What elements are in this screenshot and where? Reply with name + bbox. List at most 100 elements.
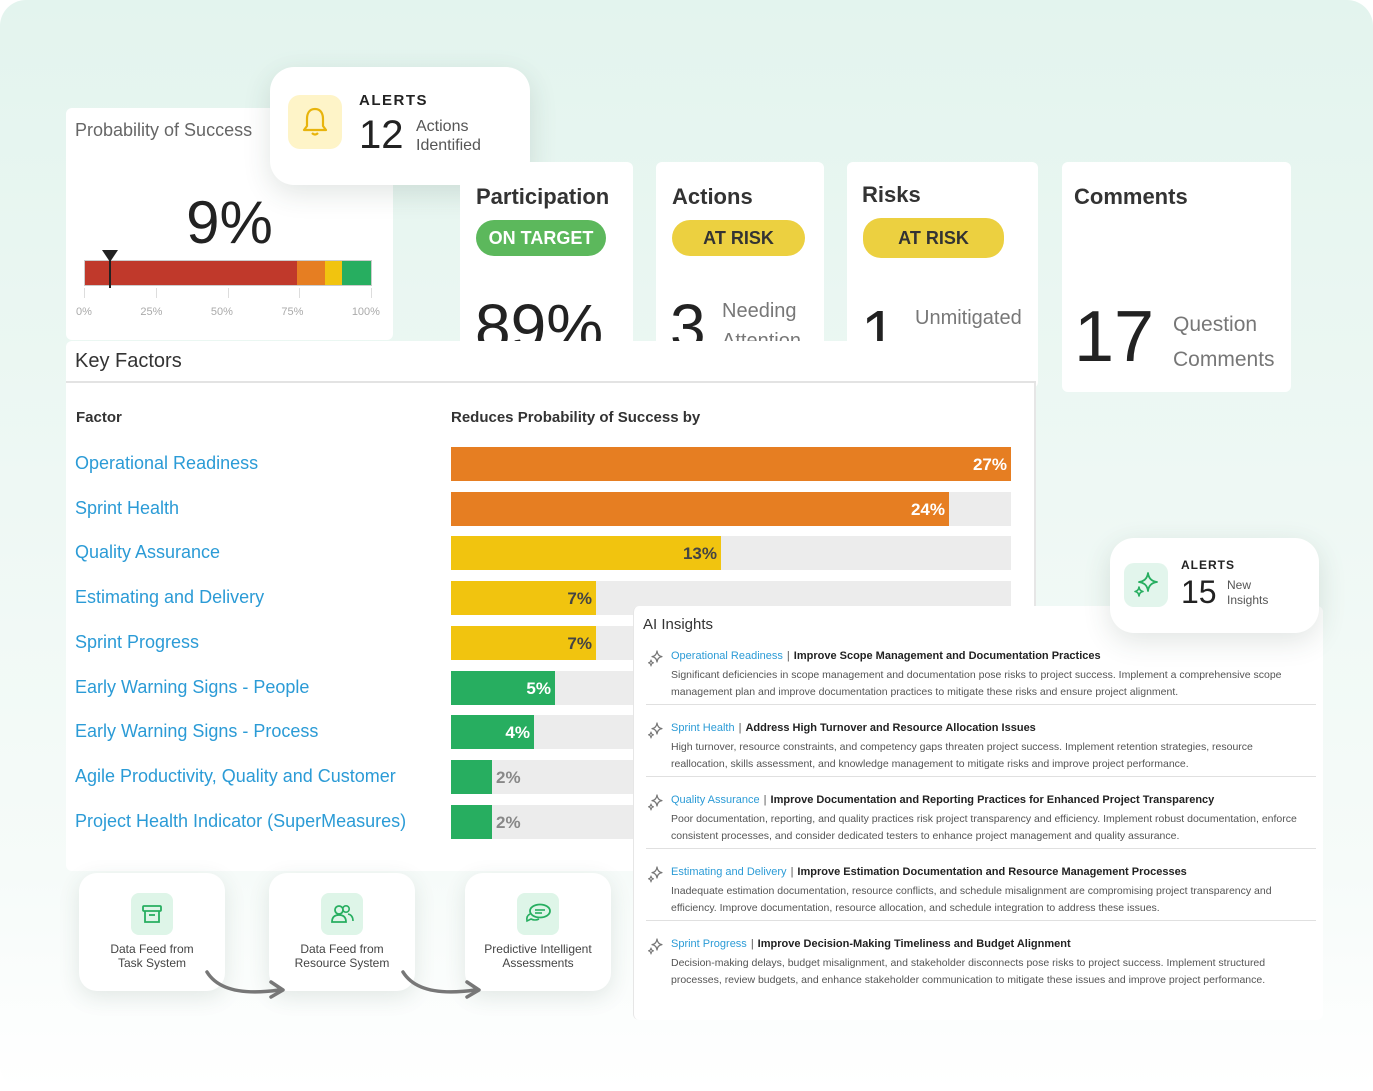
- flow-label: Data Feed from Task System: [110, 942, 194, 970]
- probability-title: Probability of Success: [75, 120, 253, 140]
- actions-status-badge: AT RISK: [672, 220, 805, 256]
- insight-header: Sprint Progress | Improve Decision-Making …: [671, 938, 1071, 950]
- alerts-insights-card[interactable]: ALERTS 15 New Insights: [1110, 538, 1319, 633]
- alerts-count: 12: [359, 113, 404, 157]
- alerts-label: ALERTS: [359, 92, 428, 109]
- sparkle-icon: [646, 650, 664, 673]
- factor-bar-fill: [451, 625, 596, 660]
- flow-card-resource-system[interactable]: Data Feed from Resource System: [269, 873, 415, 991]
- factor-name-link[interactable]: Sprint Health: [75, 497, 180, 518]
- insight-category-link[interactable]: Sprint Progress: [671, 938, 747, 950]
- insight-category-link[interactable]: Estimating and Delivery: [671, 866, 787, 878]
- insight-body: Inadequate estimation documentation, res…: [671, 885, 1272, 914]
- archive-box-icon: [131, 893, 173, 935]
- factor-value-label: 7%: [567, 589, 592, 609]
- factor-column-header: Factor: [76, 409, 122, 426]
- ai-insights-title: AI Insights: [643, 616, 714, 633]
- factor-bar-fill: [451, 759, 492, 794]
- factor-bar-fill: [451, 447, 1011, 481]
- insight-title: Improve Scope Management and Documentati…: [793, 650, 1101, 662]
- insight-header: Operational Readiness | Improve Scope Mana…: [671, 650, 1101, 662]
- insight-body: Poor documentation, reporting, and quali…: [671, 813, 1297, 842]
- insight-body: Significant deficiencies in scope manage…: [671, 669, 1282, 698]
- flow-label: Data Feed from Resource System: [294, 942, 390, 970]
- alerts-subtext: New Insights: [1227, 578, 1269, 607]
- factor-value-label: 13%: [682, 544, 717, 564]
- factor-row[interactable]: Operational Readiness 27%: [66, 447, 1036, 481]
- flow-label: Predictive Intelligent Assessments: [484, 942, 592, 970]
- factor-name-link[interactable]: Operational Readiness: [75, 453, 259, 473]
- factor-name-link[interactable]: Quality Assurance: [75, 542, 221, 563]
- comments-title: Comments: [1074, 184, 1188, 209]
- insight-title: Improve Estimation Documentation and Res…: [797, 866, 1187, 878]
- alerts-count: 15: [1181, 574, 1217, 610]
- probability-value: 9%: [186, 189, 273, 256]
- factor-bar-fill: [451, 491, 949, 526]
- gauge-ticks: 0% 25% 50% 75% 100%: [76, 306, 380, 318]
- factor-value-label: 5%: [526, 678, 551, 698]
- insight-divider: [646, 848, 1316, 849]
- insight-title: Address High Turnover and Resource Alloc…: [745, 722, 1036, 734]
- factor-value-label: 2%: [496, 767, 521, 787]
- factor-bar-fill: [451, 670, 555, 705]
- factor-value-label: 27%: [972, 455, 1007, 474]
- factor-bar-fill: [451, 536, 721, 571]
- factor-bar-track: 27%: [451, 447, 1011, 481]
- sparkle-icon: [646, 866, 664, 889]
- ai-insights-panel: AI Insights Operational Readiness | Improv…: [633, 606, 1323, 1020]
- gauge-marker: [102, 250, 118, 262]
- factor-bar-fill: [451, 715, 534, 750]
- factor-name-link[interactable]: Sprint Progress: [75, 631, 200, 652]
- sparkle-icon: [646, 794, 664, 817]
- factor-name-link[interactable]: Early Warning Signs - People: [75, 676, 310, 697]
- reduces-column-header: Reduces Probability of Success by: [451, 409, 701, 426]
- factor-bar-track: 13%: [451, 536, 1011, 571]
- bell-icon: [288, 95, 342, 149]
- gauge-marker-line: [109, 258, 111, 288]
- actions-title: Actions: [672, 184, 753, 209]
- participation-card[interactable]: Participation ON TARGET 89%: [460, 162, 633, 363]
- comments-desc: Question Comments: [1173, 313, 1275, 371]
- comments-card[interactable]: Comments 17 Question Comments: [1062, 162, 1291, 392]
- comments-value: 17: [1074, 297, 1155, 377]
- insight-category-link[interactable]: Operational Readiness: [671, 650, 783, 662]
- alerts-label: ALERTS: [1181, 558, 1235, 572]
- participation-status-badge: ON TARGET: [476, 220, 606, 256]
- factor-bar-fill: [451, 581, 596, 616]
- factor-bar-track: 24%: [451, 491, 1011, 526]
- sparkle-icon: [646, 938, 664, 961]
- flow-card-predictive-assessments[interactable]: Predictive Intelligent Assessments: [465, 873, 611, 991]
- insight-title: Improve Decision-Making Timeliness and B…: [757, 938, 1071, 950]
- probability-gauge: [84, 260, 372, 286]
- insight-divider: [646, 776, 1316, 777]
- insight-category-link[interactable]: Sprint Health: [671, 722, 735, 734]
- participation-title: Participation: [476, 184, 610, 209]
- insight-body: Decision-making delays, budget misalignm…: [671, 957, 1266, 986]
- insight-header: Sprint Health | Address High Turnover and …: [671, 722, 1036, 734]
- factor-value-label: 4%: [505, 723, 530, 743]
- factor-name-link[interactable]: Estimating and Delivery: [75, 587, 265, 608]
- insight-divider: [646, 704, 1316, 705]
- alerts-subtext: Actions Identified: [416, 118, 481, 154]
- people-icon: [321, 893, 363, 935]
- flow-arrow-icon: [205, 970, 285, 999]
- insight-divider: [646, 920, 1316, 921]
- risks-title: Risks: [862, 182, 921, 207]
- factor-row[interactable]: Sprint Health 24%: [66, 491, 1036, 526]
- factor-row[interactable]: Quality Assurance 13%: [66, 536, 1036, 571]
- sparkle-icon: [646, 722, 664, 745]
- key-factors-title: Key Factors: [75, 350, 182, 372]
- insight-header: Quality Assurance | Improve Documentation …: [671, 794, 1215, 806]
- factor-row[interactable]: Estimating and Delivery 7%: [66, 581, 1036, 616]
- factor-value-label: 2%: [496, 812, 521, 832]
- insight-header: Estimating and Delivery | Improve Estimati…: [671, 866, 1187, 878]
- factor-name-link[interactable]: Agile Productivity, Quality and Customer: [75, 765, 396, 786]
- factor-name-link[interactable]: Early Warning Signs - Process: [75, 721, 319, 742]
- factor-bar-fill: [451, 804, 492, 839]
- factor-value-label: 7%: [567, 633, 592, 653]
- risks-status-badge: AT RISK: [863, 218, 1004, 258]
- insight-category-link[interactable]: Quality Assurance: [671, 794, 760, 806]
- factor-name-link[interactable]: Project Health Indicator (SuperMeasures): [75, 810, 407, 831]
- flow-card-task-system[interactable]: Data Feed from Task System: [79, 873, 225, 991]
- insight-title: Improve Documentation and Reporting Prac…: [770, 794, 1215, 806]
